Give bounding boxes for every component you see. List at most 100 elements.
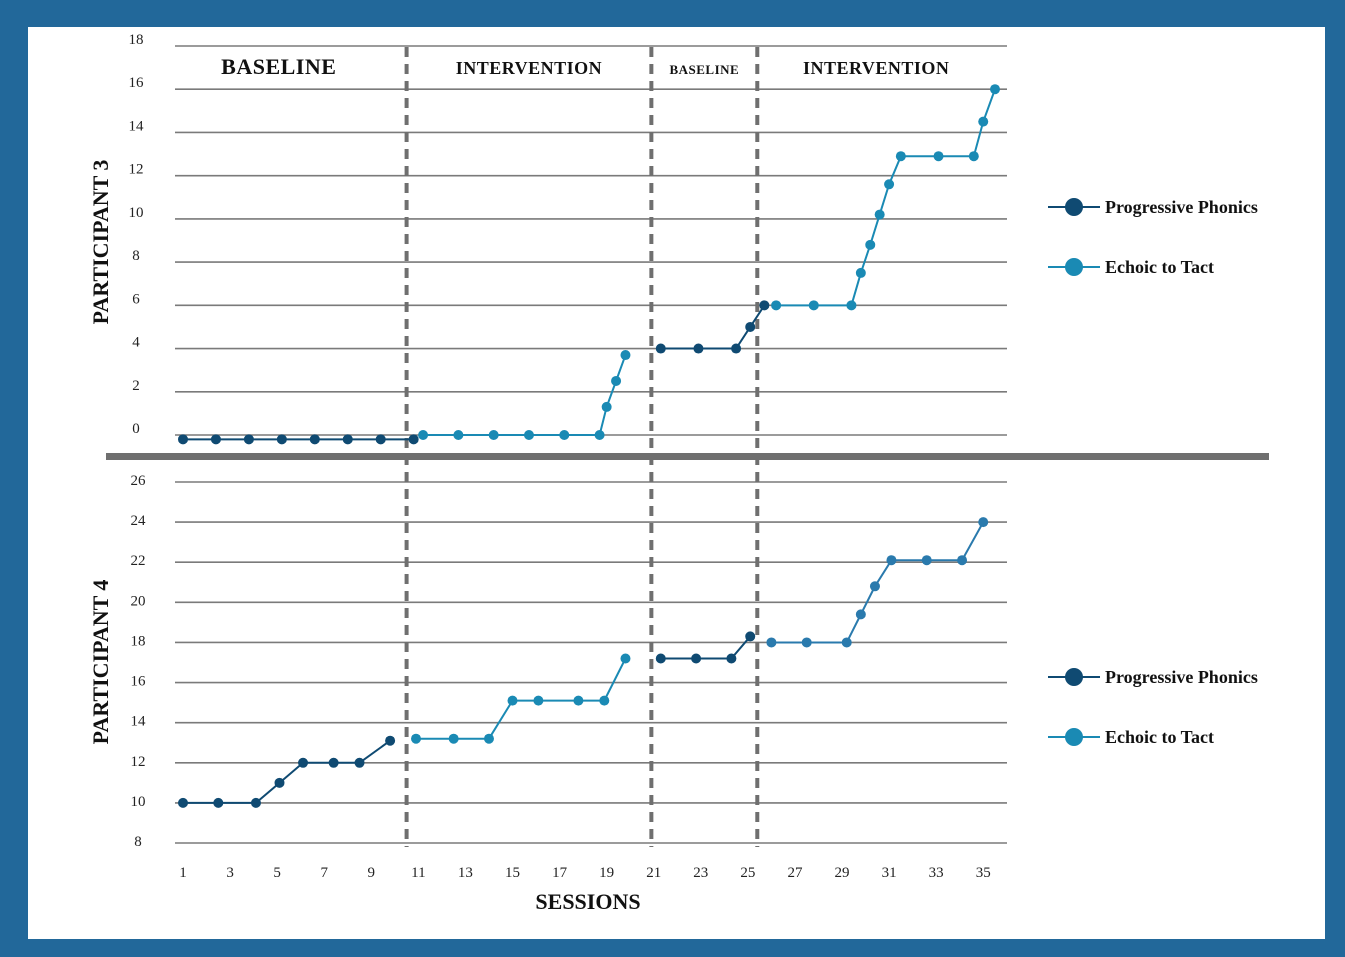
data-point [453, 430, 464, 440]
legend-swatch-marker [1065, 198, 1083, 216]
x-tick-label: 21 [646, 865, 661, 881]
data-point [488, 430, 499, 440]
data-point [766, 637, 777, 648]
data-point [573, 695, 584, 706]
series-bottom [178, 517, 989, 808]
x-tick-label: 13 [458, 865, 473, 881]
data-point [874, 209, 885, 220]
data-point [841, 637, 852, 648]
panel-divider [106, 453, 1269, 460]
data-point [611, 375, 622, 386]
data-point [448, 733, 459, 744]
y-tick-label: 10 [131, 794, 146, 810]
y-tick-label: 18 [131, 633, 146, 649]
data-point [243, 434, 254, 445]
data-point [178, 434, 188, 445]
data-point [655, 343, 666, 354]
x-tick-label: 5 [273, 865, 281, 881]
y-axis-label-participant-3: PARTICIPANT 3 [88, 160, 113, 325]
data-point [533, 695, 544, 706]
x-tick-label: 1 [179, 865, 187, 881]
phase-lines [404, 47, 760, 847]
data-point [559, 430, 570, 440]
series-top [178, 84, 1000, 445]
y-tick-label: 12 [131, 754, 146, 770]
data-point [601, 401, 612, 412]
legend-swatch-marker [1065, 668, 1083, 686]
data-point [691, 653, 702, 664]
x-tick-label: 31 [882, 865, 897, 881]
y-tick-label: 20 [131, 593, 146, 609]
data-point [846, 300, 857, 311]
x-tick-label: 23 [693, 865, 708, 881]
data-point [483, 733, 494, 744]
phase-label: INTERVENTION [803, 58, 949, 78]
data-point [276, 434, 287, 445]
data-point [354, 757, 365, 768]
y-tick-label: 6 [132, 291, 140, 307]
data-point [411, 733, 422, 744]
data-point [507, 695, 518, 706]
data-point [523, 430, 534, 440]
data-point [808, 300, 819, 311]
data-point [968, 151, 979, 162]
data-point [865, 239, 876, 250]
y-tick-label: 8 [134, 834, 142, 850]
x-tick-label: 11 [411, 865, 425, 881]
y-tick-label: 4 [132, 335, 140, 351]
legend-label: Echoic to Tact [1105, 727, 1214, 747]
legends: Progressive Phonics Echoic to Tact Progres… [1048, 197, 1258, 747]
series-line [660, 635, 751, 660]
x-tick-label: 15 [505, 865, 520, 881]
data-point [957, 555, 968, 566]
data-point [745, 321, 756, 332]
phase-labels: BASELINE INTERVENTION BASELINE INTERVENTION [221, 54, 949, 79]
data-point [408, 434, 419, 445]
data-point [298, 757, 309, 768]
data-point [599, 695, 610, 706]
y-tick-label: 26 [131, 473, 147, 489]
y-tick-label: 22 [131, 553, 146, 569]
data-point [274, 777, 285, 788]
y-tick-label: 0 [132, 421, 140, 437]
y-tick-label: 18 [129, 32, 144, 48]
x-tick-label: 9 [368, 865, 376, 881]
y-axis-label-participant-4: PARTICIPANT 4 [88, 580, 113, 745]
data-point [745, 631, 756, 642]
data-point [895, 151, 906, 162]
data-point [693, 343, 704, 354]
x-tick-label: 25 [740, 865, 755, 881]
y-tick-label: 12 [129, 162, 144, 178]
data-point [933, 151, 944, 162]
x-tick-label: 3 [226, 865, 234, 881]
data-point [594, 430, 605, 440]
legend-swatch-marker [1065, 728, 1083, 746]
data-point [178, 797, 188, 808]
data-point [342, 434, 353, 445]
x-tick-label: 27 [787, 865, 803, 881]
legend-label: Progressive Phonics [1105, 197, 1258, 217]
y-tick-label: 16 [129, 75, 145, 91]
x-tick-label: 7 [320, 865, 328, 881]
data-point [375, 434, 386, 445]
y-tick-label: 2 [132, 378, 140, 394]
data-point [309, 434, 320, 445]
axis-labels: PARTICIPANT 3 PARTICIPANT 4 SESSIONS [88, 160, 641, 914]
data-point [620, 653, 631, 664]
y-tick-label: 10 [129, 205, 144, 221]
legend-swatch-marker [1065, 258, 1083, 276]
y-tick-label: 8 [132, 248, 140, 264]
y-tick-label: 24 [131, 513, 147, 529]
phase-label: BASELINE [221, 54, 336, 79]
data-point [726, 653, 737, 664]
data-point [210, 434, 221, 445]
data-point [855, 267, 866, 278]
series-line [423, 354, 627, 436]
legend-label: Progressive Phonics [1105, 667, 1258, 687]
x-tick-label: 19 [599, 865, 614, 881]
series-line [776, 88, 996, 307]
data-point [990, 84, 1000, 95]
data-point [978, 517, 989, 528]
data-point [655, 653, 666, 664]
